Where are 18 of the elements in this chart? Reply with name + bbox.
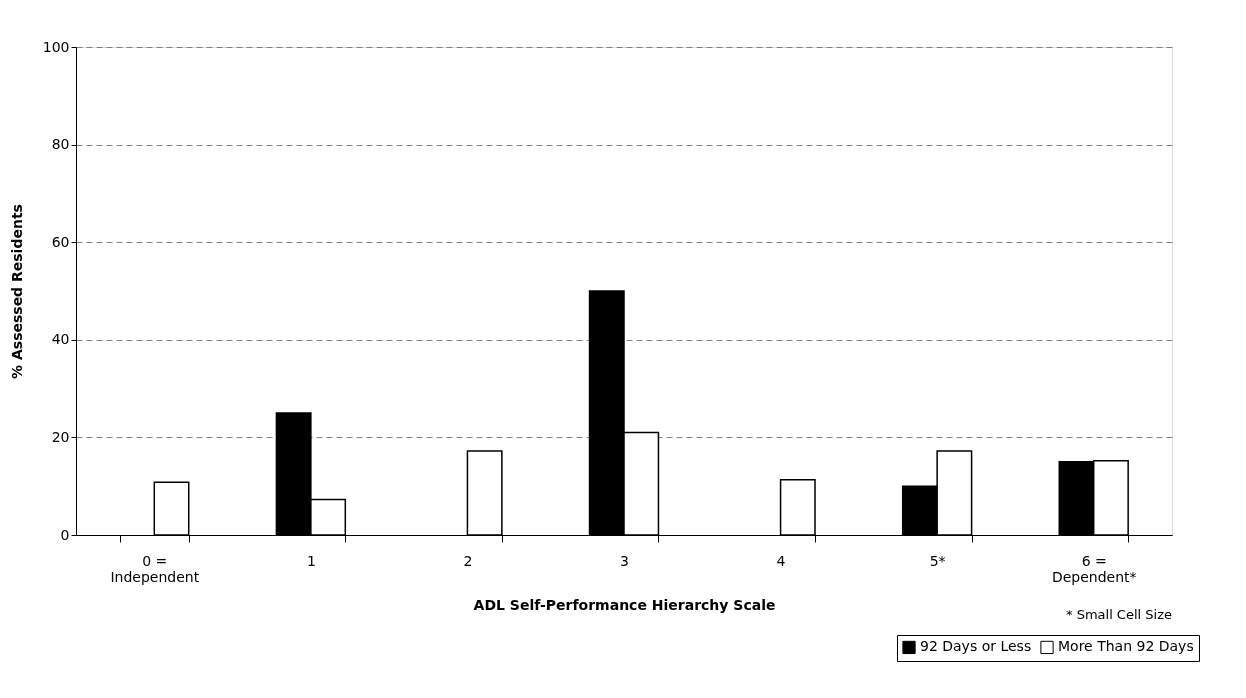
x-tick-label: 1 [306, 552, 316, 569]
y-tick-label: 0 [60, 526, 70, 543]
text: * Small Cell Size [1066, 607, 1172, 622]
x-axis-title: ADL Self-Performance Hierarchy Scale [473, 596, 776, 613]
y-tick-label: 100 [42, 38, 70, 55]
y-tick-label: 20 [51, 428, 70, 445]
y-tick-label: 40 [51, 331, 70, 348]
y-tick-label: 80 [51, 136, 70, 153]
x-tick-label: 0 = Independent [110, 552, 200, 585]
x-tick-label: 4 [776, 552, 786, 569]
x-tick-label: 5* [929, 552, 946, 569]
x-tick-label: 2 [463, 552, 473, 569]
legend-label: More Than 92 Days [1058, 638, 1194, 655]
x-tick-label: 6 = Dependent* [1051, 552, 1137, 585]
y-axis-title: % Assessed Residents [8, 204, 25, 379]
legend-label: 92 Days or Less [920, 638, 1032, 655]
y-tick-label: 60 [51, 233, 70, 250]
x-tick-label: 3 [620, 552, 629, 569]
